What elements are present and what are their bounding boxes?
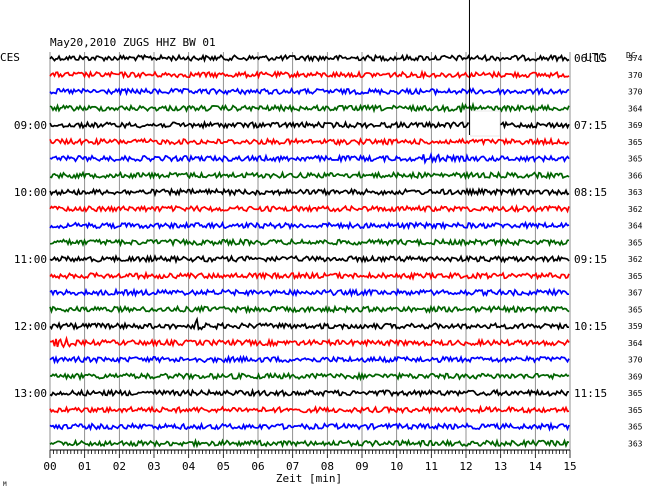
label-group: May20,2010 ZUGS HHZ BW 01 CES UTC DC Zei… [0, 36, 643, 488]
seismic-trace-10 [49, 220, 570, 231]
seismic-trace-14 [49, 287, 569, 298]
dc-value: 367 [628, 289, 643, 298]
dc-value: 359 [628, 322, 643, 331]
overlay-group [468, 0, 501, 137]
x-tick-label: 06 [251, 460, 264, 473]
left-time-label: 12:00 [14, 320, 47, 333]
left-time-label: 09:00 [14, 119, 47, 132]
dc-value: 370 [628, 88, 643, 97]
data-gap [470, 110, 501, 137]
dc-value: 362 [628, 255, 643, 264]
seismic-trace-0 [49, 53, 570, 63]
left-time-label: 11:00 [14, 253, 47, 266]
seismic-trace-9 [49, 203, 570, 214]
seismic-trace-16 [49, 316, 569, 331]
left-time-label: 13:00 [14, 387, 47, 400]
dc-value: 363 [628, 439, 643, 448]
x-tick-label: 10 [390, 460, 403, 473]
right-timezone-label: UTC [585, 51, 605, 64]
right-time-label: 07:15 [574, 119, 607, 132]
dc-value: 364 [628, 222, 643, 231]
seismic-trace-23 [49, 437, 570, 449]
seismic-trace-3 [49, 101, 570, 114]
seismic-trace-2 [49, 86, 570, 97]
dc-value: 365 [628, 138, 643, 147]
x-tick-label: 14 [529, 460, 543, 473]
dc-value: 374 [628, 54, 643, 63]
x-tick-label: 03 [147, 460, 160, 473]
dc-value: 363 [628, 188, 643, 197]
x-tick-label: 04 [182, 460, 196, 473]
x-tick-label: 09 [355, 460, 368, 473]
dc-header: DC [626, 51, 636, 60]
dc-value: 365 [628, 423, 643, 432]
left-time-label: 10:00 [14, 186, 47, 199]
seismic-trace-5 [49, 136, 570, 147]
x-tick-label: 13 [494, 460, 507, 473]
chart-title: May20,2010 ZUGS HHZ BW 01 [50, 36, 216, 49]
dc-value: 369 [628, 121, 643, 130]
seismic-trace-6 [49, 151, 570, 165]
x-tick-label: 12 [459, 460, 472, 473]
seismic-trace-12 [49, 254, 570, 265]
seismic-trace-19 [49, 371, 570, 382]
seismic-trace-15 [49, 304, 570, 315]
right-time-label: 06:15 [574, 52, 607, 65]
x-tick-label: 00 [43, 460, 56, 473]
x-tick-label: 15 [563, 460, 576, 473]
seismic-trace-11 [49, 237, 569, 248]
right-time-label: 09:15 [574, 253, 607, 266]
trace-group [49, 53, 570, 449]
x-tick-label: 07 [286, 460, 299, 473]
seismic-trace-21 [49, 404, 570, 415]
dc-value: 365 [628, 272, 643, 281]
seismic-trace-18 [49, 354, 570, 365]
dc-value: 365 [628, 155, 643, 164]
footer-mark: M [3, 481, 7, 488]
x-tick-label: 08 [321, 460, 334, 473]
seismic-trace-8 [49, 186, 570, 198]
x-tick-label: 11 [425, 460, 438, 473]
x-axis-label: Zeit [min] [276, 472, 342, 485]
right-time-label: 08:15 [574, 186, 607, 199]
seismic-trace-20 [49, 387, 570, 399]
dc-value: 365 [628, 389, 643, 398]
right-time-label: 11:15 [574, 387, 607, 400]
dc-value: 364 [628, 339, 643, 348]
dc-value: 370 [628, 356, 643, 365]
dc-value: 370 [628, 71, 643, 80]
dc-value: 365 [628, 238, 643, 247]
seismic-trace-4 [49, 119, 570, 130]
dc-value: 364 [628, 104, 643, 113]
dc-value: 365 [628, 305, 643, 314]
dc-value: 362 [628, 205, 643, 214]
dc-value: 365 [628, 406, 643, 415]
x-tick-label: 05 [217, 460, 230, 473]
left-timezone-label: CES [0, 51, 20, 64]
seismic-trace-22 [49, 421, 570, 432]
seismic-trace-17 [50, 335, 570, 349]
dc-value: 369 [628, 372, 643, 381]
dc-value: 366 [628, 171, 643, 180]
seismic-trace-1 [49, 69, 570, 80]
x-tick-label: 02 [113, 460, 126, 473]
right-time-label: 10:15 [574, 320, 607, 333]
x-tick-label: 01 [78, 460, 91, 473]
seismic-trace-7 [49, 170, 570, 181]
time-grid [49, 52, 571, 458]
seismic-trace-13 [49, 270, 570, 282]
